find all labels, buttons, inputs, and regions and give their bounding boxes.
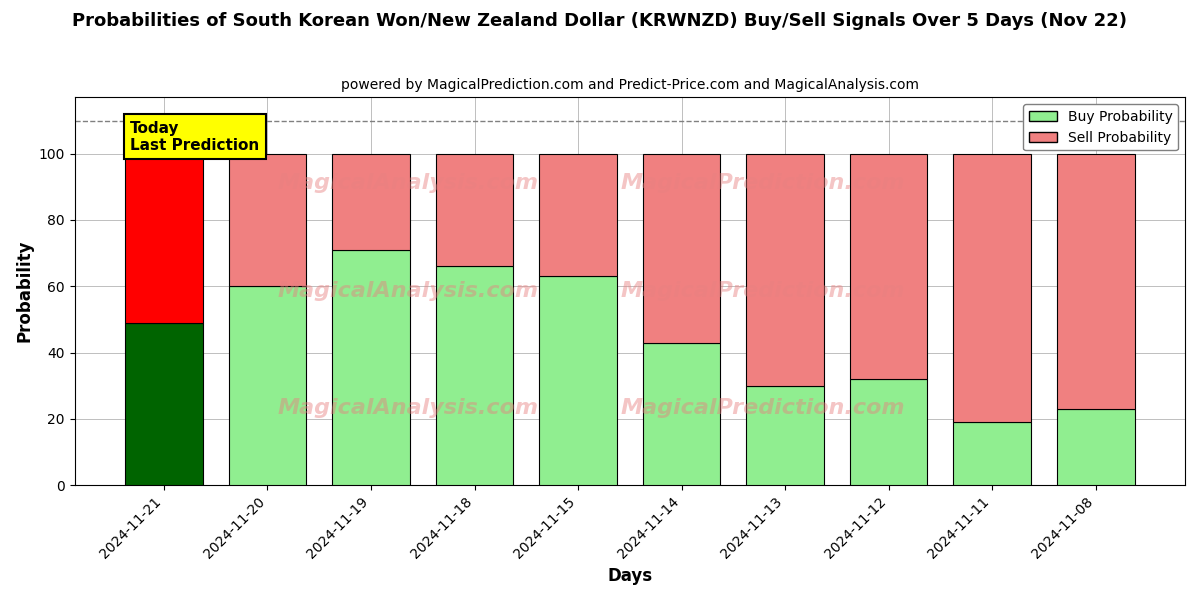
Bar — [643, 154, 720, 343]
Bar — [332, 250, 410, 485]
Bar — [229, 286, 306, 485]
Bar — [539, 154, 617, 276]
Bar — [850, 154, 928, 379]
Bar — [1057, 154, 1134, 409]
Text: MagicalPrediction.com: MagicalPrediction.com — [620, 173, 905, 193]
Bar — [125, 154, 203, 323]
Text: MagicalPrediction.com: MagicalPrediction.com — [620, 398, 905, 418]
X-axis label: Days: Days — [607, 567, 653, 585]
Bar — [539, 276, 617, 485]
Text: MagicalPrediction.com: MagicalPrediction.com — [620, 281, 905, 301]
Bar — [746, 386, 824, 485]
Bar — [746, 154, 824, 386]
Text: MagicalAnalysis.com: MagicalAnalysis.com — [277, 398, 539, 418]
Bar — [643, 343, 720, 485]
Title: powered by MagicalPrediction.com and Predict-Price.com and MagicalAnalysis.com: powered by MagicalPrediction.com and Pre… — [341, 78, 919, 92]
Bar — [1057, 409, 1134, 485]
Text: MagicalAnalysis.com: MagicalAnalysis.com — [277, 173, 539, 193]
Text: Probabilities of South Korean Won/New Zealand Dollar (KRWNZD) Buy/Sell Signals O: Probabilities of South Korean Won/New Ze… — [72, 12, 1128, 30]
Bar — [332, 154, 410, 250]
Y-axis label: Probability: Probability — [16, 240, 34, 343]
Bar — [229, 154, 306, 286]
Bar — [436, 154, 514, 266]
Bar — [953, 154, 1031, 422]
Bar — [436, 266, 514, 485]
Text: Today
Last Prediction: Today Last Prediction — [131, 121, 259, 153]
Bar — [850, 379, 928, 485]
Text: MagicalAnalysis.com: MagicalAnalysis.com — [277, 281, 539, 301]
Bar — [125, 323, 203, 485]
Legend: Buy Probability, Sell Probability: Buy Probability, Sell Probability — [1024, 104, 1178, 151]
Bar — [953, 422, 1031, 485]
